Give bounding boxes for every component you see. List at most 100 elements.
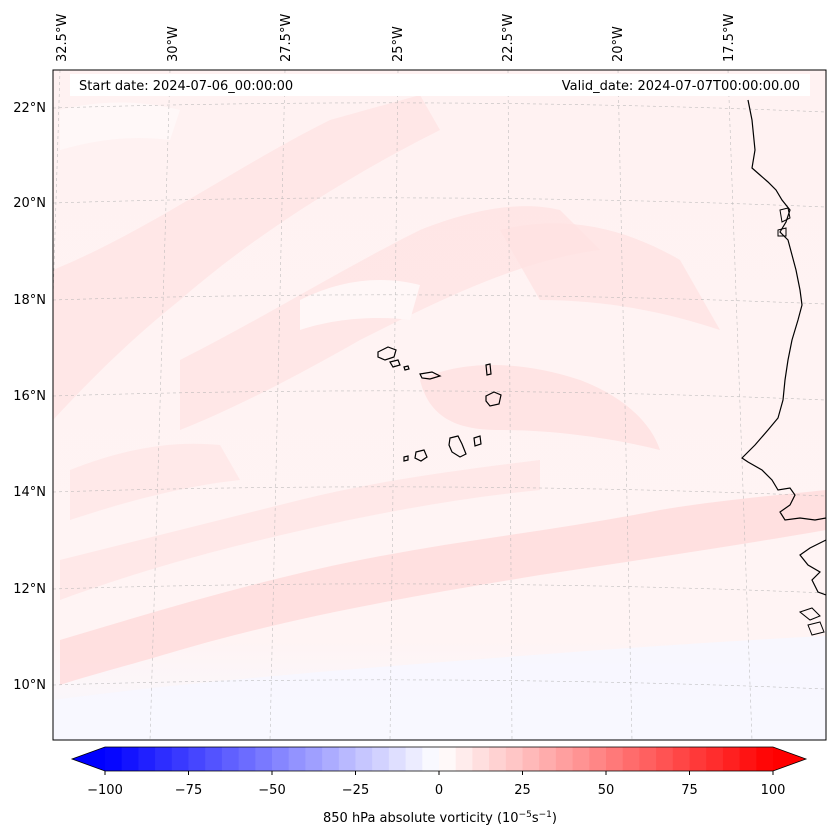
vorticity-band <box>60 460 540 600</box>
island-santa-luzia <box>403 365 410 371</box>
colorbar-cell <box>639 747 657 771</box>
vorticity-band <box>70 443 240 520</box>
colorbar-cell <box>238 747 256 771</box>
colorbar-cell <box>539 747 557 771</box>
colorbar-cell <box>505 747 523 771</box>
colorbar-tick-label: −75 <box>175 783 202 798</box>
parallel-20N <box>53 197 826 208</box>
vorticity-field <box>53 95 826 740</box>
longitude-labels: 32.5°W 30°W 27.5°W 25°W 22.5°W 20°W 17.5°W <box>55 14 737 62</box>
canary-islands-fragment <box>777 207 791 237</box>
colorbar-tick-label: 50 <box>598 783 615 798</box>
meridian-30W <box>149 70 171 740</box>
colorbar-tick-label: 25 <box>514 783 531 798</box>
vorticity-weak-band <box>60 102 180 150</box>
colorbar-cell <box>622 747 640 771</box>
colorbar-cell <box>656 747 674 771</box>
lon-label: 25°W <box>391 26 406 62</box>
colorbar-cell <box>672 747 690 771</box>
valid-date-label: Valid_date: 2024-07-07T00:00:00.00 <box>562 79 800 94</box>
colorbar-cell <box>205 747 223 771</box>
lon-label: 30°W <box>166 26 181 62</box>
colorbar-cell <box>606 747 624 771</box>
colorbar-tick-label: 100 <box>761 783 786 798</box>
lat-label: 18°N <box>13 293 46 308</box>
lon-label: 17.5°W <box>722 14 737 62</box>
lat-label: 20°N <box>13 196 46 211</box>
colorbar-tick-label: −100 <box>87 783 123 798</box>
vorticity-band <box>53 95 440 420</box>
map-panel: Start date: 2024-07-06_00:00:00 Valid_da… <box>53 70 826 740</box>
colorbar-cell <box>138 747 156 771</box>
colorbar-cell <box>739 747 757 771</box>
colorbar-extend-max-arrow <box>773 747 806 771</box>
colorbar-tick-label: −25 <box>342 783 369 798</box>
vorticity-band <box>500 223 720 330</box>
colorbar-cell <box>572 747 590 771</box>
vorticity-band <box>60 490 826 685</box>
meridian-22.5W <box>507 70 513 740</box>
colorbar-cell <box>455 747 473 771</box>
colorbar-cell <box>221 747 240 771</box>
colorbar-label-exponent: −5 <box>519 810 532 820</box>
island-sal <box>485 363 492 376</box>
colorbar-ticks: −100 −75 −50 −25 0 25 50 75 100 <box>87 771 785 798</box>
colorbar-label: 850 hPa absolute vorticity (10−5s−1) <box>323 810 557 826</box>
meridian-27.5W <box>269 70 286 740</box>
lon-label: 20°W <box>611 26 626 62</box>
meridian-25W <box>389 70 399 740</box>
lon-label: 32.5°W <box>55 14 70 62</box>
colorbar-cell <box>489 747 507 771</box>
colorbar-cell <box>155 747 173 771</box>
meridian-20W <box>617 70 633 740</box>
colorbar-label-exponent: −1 <box>539 810 552 820</box>
parallel-18N <box>53 294 826 305</box>
colorbar-cell <box>722 747 741 771</box>
island-boa-vista <box>485 391 502 407</box>
colorbar-cell <box>372 747 390 771</box>
colorbar-cell <box>388 747 407 771</box>
parallel-12N <box>53 583 826 594</box>
africa-coastline <box>741 99 826 521</box>
graticule <box>53 70 826 740</box>
vorticity-weak-band <box>53 636 826 740</box>
island-brava <box>403 455 409 462</box>
bijagos-islands <box>798 607 825 636</box>
colorbar-cell <box>188 747 206 771</box>
lat-label: 12°N <box>13 582 46 597</box>
cape-verde-islands <box>377 346 502 462</box>
colorbar-cell <box>589 747 607 771</box>
colorbar-cell <box>706 747 724 771</box>
island-maio <box>473 435 482 447</box>
lon-label: 27.5°W <box>279 14 294 62</box>
colorbar-cell <box>305 747 323 771</box>
parallel-22N <box>53 102 826 113</box>
lon-label: 22.5°W <box>501 14 516 62</box>
island-santo-antao <box>377 346 397 361</box>
colorbar-extend-min-arrow <box>72 747 105 771</box>
colorbar-cell <box>338 747 356 771</box>
colorbar-cell <box>288 747 306 771</box>
parallel-10N <box>53 679 826 690</box>
map-frame <box>52 69 827 741</box>
colorbar-tick-label: 0 <box>435 783 443 798</box>
colorbar-cell <box>422 747 440 771</box>
colorbar-cell <box>689 747 707 771</box>
colorbar-tick-label: 75 <box>681 783 698 798</box>
colorbar-tick-label: −50 <box>258 783 285 798</box>
vorticity-weak-band <box>300 280 420 330</box>
meridian-17.5W <box>727 70 753 740</box>
parallel-14N <box>53 486 826 497</box>
africa-coastline-south <box>799 539 826 596</box>
colorbar-cell <box>555 747 574 771</box>
island-fogo <box>414 449 428 462</box>
latitude-labels: 22°N 20°N 18°N 16°N 14°N 12°N 10°N <box>13 101 46 693</box>
colorbar-cell <box>522 747 540 771</box>
start-date-label: Start date: 2024-07-06_00:00:00 <box>79 79 293 94</box>
lat-label: 14°N <box>13 485 46 500</box>
colorbar-cells <box>70 746 808 772</box>
colorbar-cell <box>121 747 139 771</box>
island-sao-vicente <box>389 359 401 368</box>
colorbar-cell <box>405 747 423 771</box>
